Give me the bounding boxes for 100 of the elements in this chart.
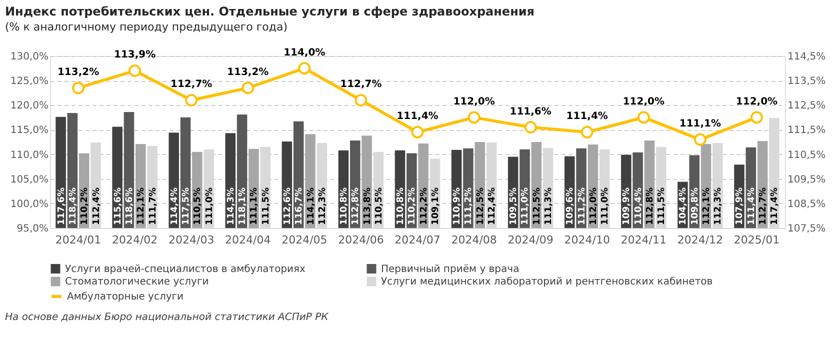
y-tick-label: 115,0% (10, 125, 48, 136)
data-label: 111,5% (657, 188, 668, 225)
data-label: 112,1% (136, 188, 147, 225)
data-label: 112,0% (588, 188, 599, 225)
data-label: 109,6% (566, 188, 576, 225)
x-tick-label: 2025/01 (734, 234, 780, 246)
data-label: 112,5% (476, 188, 486, 225)
data-label: 112,1% (702, 188, 712, 225)
x-tick-label: 2024/01 (55, 234, 102, 246)
point (580, 126, 594, 138)
data-label: 112,0% (453, 96, 495, 108)
data-label: 110,8% (339, 188, 350, 225)
point (242, 82, 254, 94)
data-label: 112,7% (758, 188, 769, 225)
data-label: 111,4% (566, 111, 608, 122)
data-label: 114,1% (306, 188, 316, 225)
data-label: 111,0% (600, 188, 611, 225)
data-label: 104,4% (678, 188, 689, 225)
data-label: 112,0% (736, 96, 778, 108)
y-tick-label: 100,0% (10, 198, 48, 210)
data-label: 110,8% (396, 188, 406, 225)
data-label: 111,3% (544, 188, 554, 225)
x-tick-label: 2024/04 (225, 234, 271, 246)
data-label: 110,5% (374, 188, 384, 225)
x-tick-label: 2024/12 (677, 234, 724, 246)
chart-subtitle: (% к аналогичному периоду предыдущего года) (5, 20, 288, 34)
y-tick-label: 120,0% (10, 100, 48, 112)
x-tick-label: 2024/11 (620, 234, 667, 246)
point (524, 121, 537, 134)
data-label: 112,4% (488, 188, 498, 225)
y2-tick-label: 112,5% (788, 100, 826, 112)
point (694, 133, 706, 146)
point (354, 94, 368, 106)
data-label: 118,4% (68, 188, 78, 225)
data-label: 110,9% (452, 188, 463, 225)
x-tick-label: 2024/07 (394, 234, 440, 246)
point (411, 126, 424, 138)
y2-tick-label: 114,5% (788, 52, 826, 62)
point (72, 82, 85, 94)
x-tick-label: 2024/05 (282, 234, 328, 246)
y2-tick-label: 113,5% (788, 76, 826, 88)
x-tick-label: 2024/10 (564, 234, 610, 246)
x-tick-label: 2024/06 (338, 234, 384, 246)
data-label: 111,1% (250, 188, 260, 225)
data-label: 111,2% (577, 188, 588, 225)
legend-label: Стоматологические услуги (65, 276, 209, 288)
data-label: 107,9% (735, 188, 746, 225)
data-label: 110,2% (80, 188, 90, 225)
y2-tick-label: 108,5% (788, 198, 826, 210)
data-label: 115,6% (113, 188, 124, 225)
data-label: 111,0% (204, 188, 215, 225)
data-label: 110,2% (408, 188, 418, 225)
data-label: 118,1% (238, 188, 248, 225)
point (185, 94, 198, 106)
data-label: 109,9% (622, 188, 632, 225)
legend-label: Первичный приём у врача (381, 264, 520, 275)
data-label: 111,5% (261, 188, 272, 225)
point (637, 111, 650, 124)
y-tick-label: 105,0% (10, 174, 48, 186)
data-label: 112,6% (282, 188, 293, 225)
data-label: 114,4% (170, 188, 180, 225)
data-label: 114,3% (226, 188, 236, 225)
x-tick-label: 2024/03 (168, 234, 214, 246)
data-label: 113,2% (57, 66, 100, 78)
legend-label: Амбулаторные услуги (67, 292, 184, 302)
data-label: 109,1% (430, 188, 441, 225)
chart-title: Индекс потребительских цен. Отдельные услуги в сфере здравоохранения (5, 4, 534, 18)
legend-label: Услуги врачей-специалистов в амбулаториях (65, 264, 306, 275)
data-label: 111,4% (396, 111, 438, 122)
point (750, 111, 763, 124)
data-label: 117,5% (182, 188, 192, 225)
data-label: 117,4% (770, 188, 780, 225)
data-label: 113,9% (114, 50, 156, 61)
legend-label: Услуги медицинских лабораторий и рентгеновских кабинетов (381, 276, 713, 288)
data-label: 117,6% (56, 188, 67, 225)
data-label: 112,3% (318, 188, 328, 225)
data-label: 112,8% (351, 188, 362, 225)
x-tick-label: 2024/09 (508, 234, 554, 246)
data-label: 114,0% (284, 47, 326, 58)
y-tick-label: 95,0% (16, 224, 48, 234)
data-label: 113,2% (227, 66, 269, 78)
point (128, 64, 142, 77)
x-tick-label: 2024/02 (112, 234, 158, 246)
data-label: 110,5% (193, 188, 204, 225)
data-label: 111,7% (148, 188, 158, 225)
y-tick-label: 110,0% (10, 150, 48, 161)
y2-tick-label: 109,5% (788, 174, 826, 186)
data-label: 109,5% (509, 188, 520, 225)
text: На основе данных Бюро национальной статистики АСПиР РК (5, 312, 330, 323)
y2-tick-label: 107,5% (788, 224, 826, 234)
data-label: 112,7% (340, 79, 382, 90)
data-label: 111,1% (679, 118, 722, 130)
data-label: 112,4% (92, 188, 102, 225)
y2-tick-label: 111,5% (788, 125, 826, 136)
data-label: 111,6% (510, 106, 552, 118)
y-tick-label: 130,0% (10, 52, 48, 62)
data-label: 109,8% (690, 188, 700, 225)
data-label: 113,8% (362, 188, 373, 225)
data-label: 111,0% (520, 188, 531, 225)
point (468, 111, 480, 124)
